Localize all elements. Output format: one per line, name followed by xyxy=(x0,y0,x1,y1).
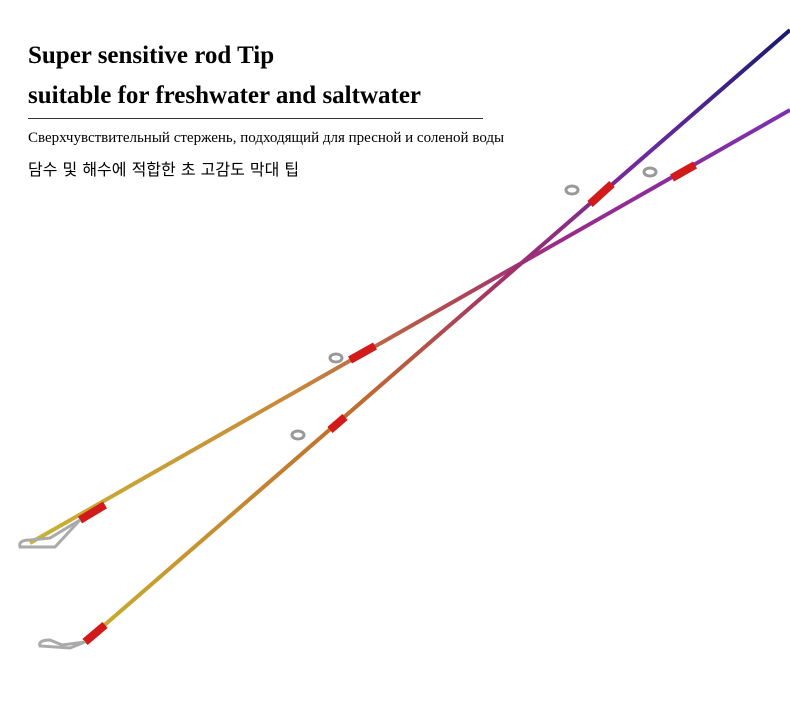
rod xyxy=(83,28,790,644)
headline-line: Super sensitive rod Tip xyxy=(28,42,275,69)
korean-text: 담수 및 해수에 적합한 초 고감도 막대 팁 xyxy=(28,160,300,179)
guides xyxy=(18,166,658,650)
divider xyxy=(28,118,483,119)
russian-text: Сверхчувствительный стержень, подходящий… xyxy=(28,130,505,146)
wraps xyxy=(77,161,697,646)
rod xyxy=(29,108,790,545)
headline-line: suitable for freshwater and saltwater xyxy=(28,82,422,109)
